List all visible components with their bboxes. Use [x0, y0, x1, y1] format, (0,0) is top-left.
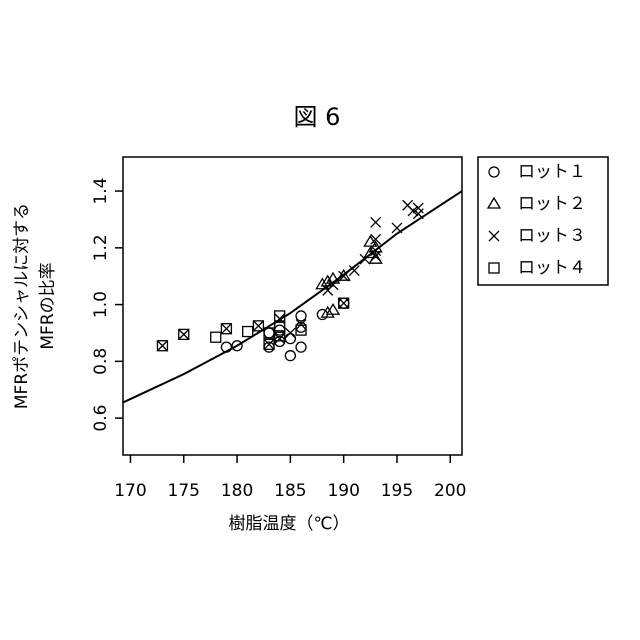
x-tick-label: 195: [381, 481, 413, 501]
point: [339, 298, 349, 308]
legend-label: ロット４: [518, 258, 586, 278]
point: [296, 311, 306, 321]
point: [243, 327, 253, 337]
legend-marker: [488, 198, 500, 208]
x-tick-label: 200: [434, 481, 466, 501]
chart-title: 図 6: [294, 103, 341, 131]
x-axis-label: 樹脂温度（℃）: [228, 514, 349, 534]
legend-marker: [489, 263, 499, 273]
point: [413, 209, 423, 219]
point: [296, 342, 306, 352]
point: [408, 206, 418, 216]
point: [392, 223, 402, 233]
point: [179, 329, 189, 339]
fit-curve: [123, 191, 462, 402]
legend-label: ロット２: [518, 194, 586, 214]
chart: 図 6 樹脂温度（℃） MFRポテンシャルに対する MFRの比率 170 175 1…: [0, 0, 640, 640]
x-tick-label: 190: [327, 481, 359, 501]
point: [285, 328, 295, 338]
point: [253, 321, 263, 331]
point: [413, 203, 423, 213]
x-tick-label: 180: [221, 481, 253, 501]
x-tick-label: 175: [168, 481, 200, 501]
legend-label: ロット３: [518, 226, 586, 246]
point: [157, 341, 167, 351]
x-tick-label: 170: [114, 481, 146, 501]
y-tick-label: 0.8: [91, 348, 111, 375]
y-axis-label: MFRの比率: [38, 262, 58, 349]
y-tick-label: 1.4: [91, 178, 111, 205]
point: [211, 332, 221, 342]
point: [285, 351, 295, 361]
point: [275, 325, 285, 335]
y-tick-label: 0.6: [91, 405, 111, 432]
point: [221, 324, 231, 334]
point: [264, 328, 274, 338]
legend-marker: [489, 167, 499, 177]
point: [371, 217, 381, 227]
y-tick-label: 1.2: [91, 234, 111, 261]
y-axis-label: MFRポテンシャルに対する: [12, 203, 32, 409]
legend-label: ロット１: [518, 162, 586, 182]
point: [285, 334, 295, 344]
x-tick-label: 185: [274, 481, 306, 501]
legend-marker: [489, 231, 499, 241]
y-tick-label: 1.0: [91, 291, 111, 318]
